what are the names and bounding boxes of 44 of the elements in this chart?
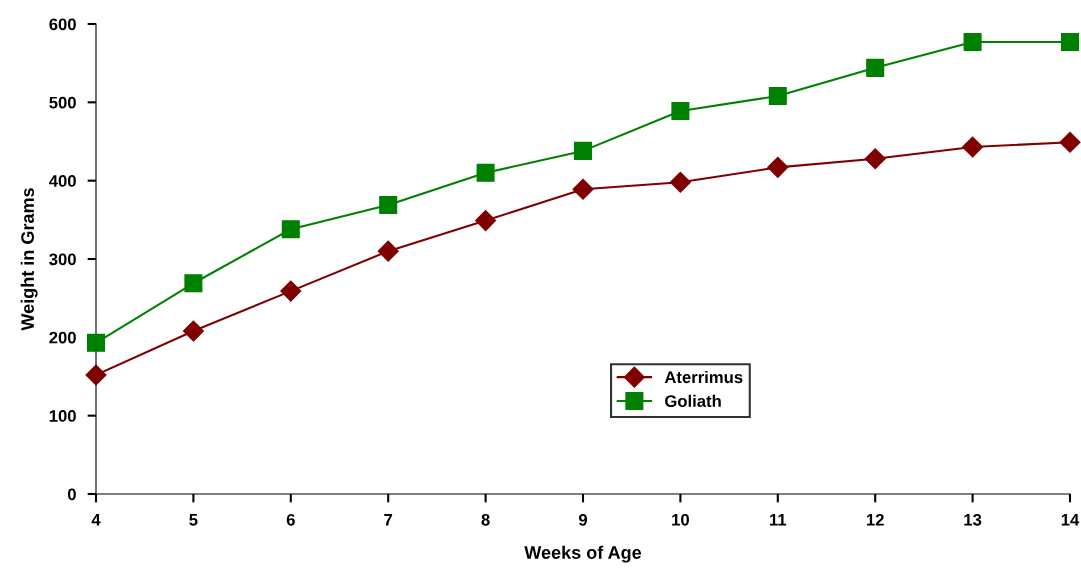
- point: [280, 280, 302, 302]
- x-tick-label: 11: [770, 514, 787, 526]
- y-axis-title: Weight in Grams: [20, 188, 38, 331]
- point: [768, 87, 787, 106]
- x-tick-label: 12: [866, 513, 884, 526]
- y-tick-label: 300: [49, 253, 76, 266]
- y-tick-label: 100: [49, 410, 76, 422]
- legend-label: Aterrimus: [664, 370, 743, 384]
- point: [475, 210, 497, 232]
- y-tick-label: 200: [49, 331, 76, 344]
- x-tick-label: 7: [384, 514, 393, 526]
- point: [86, 333, 106, 352]
- point: [476, 163, 495, 182]
- x-tick-label: 5: [189, 514, 198, 526]
- point: [281, 220, 300, 239]
- point: [767, 156, 789, 178]
- y-tick-label: 500: [49, 96, 76, 109]
- x-tick-label: 8: [481, 513, 490, 526]
- y-tick-label: 600: [49, 18, 76, 31]
- point: [572, 178, 594, 200]
- x-axis-title: Weeks of Age: [524, 545, 642, 563]
- y-tick-label: 400: [49, 175, 76, 187]
- x-tick-label: 4: [91, 514, 101, 526]
- point: [963, 32, 982, 52]
- point: [85, 364, 107, 386]
- x-tick-label: 13: [964, 513, 982, 526]
- x-tick-label: 9: [578, 513, 588, 526]
- point: [182, 320, 204, 342]
- point: [379, 195, 398, 214]
- point: [573, 141, 593, 160]
- y-tick-label: 0: [67, 488, 76, 501]
- x-tick-label: 10: [672, 513, 689, 526]
- x-tick-label: 14: [1061, 514, 1080, 526]
- point: [866, 58, 885, 77]
- point: [669, 171, 691, 193]
- legend-label: Goliath: [665, 394, 721, 408]
- point: [962, 136, 984, 158]
- point: [1059, 131, 1081, 153]
- point: [671, 101, 690, 120]
- point: [377, 240, 399, 262]
- x-tick-label: 6: [286, 513, 295, 526]
- point: [184, 274, 203, 293]
- point: [1060, 32, 1080, 52]
- point: [864, 148, 886, 170]
